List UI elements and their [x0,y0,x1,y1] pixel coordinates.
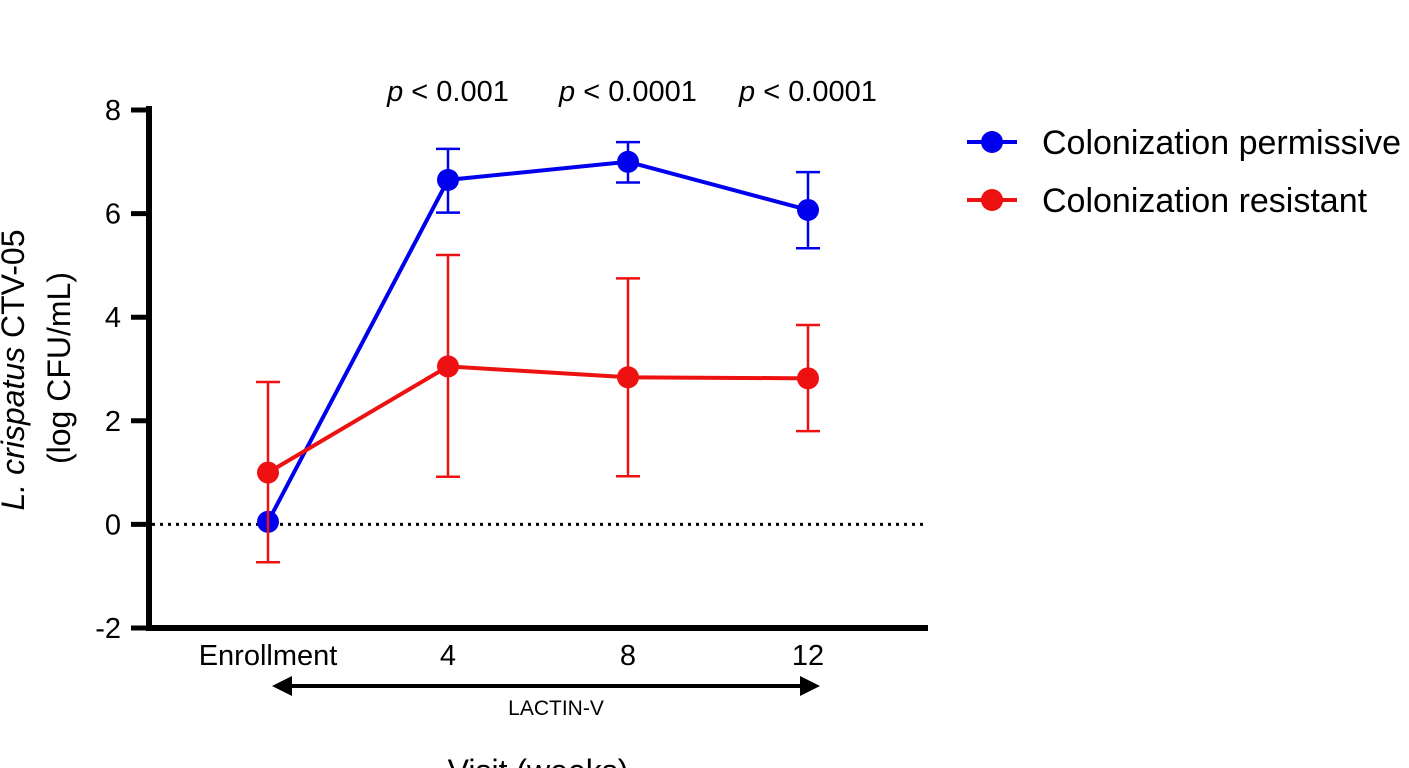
x-tick-label: 12 [792,640,824,672]
data-point [437,355,459,378]
data-point [257,461,279,484]
y-tick-label: 2 [105,406,121,438]
treatment-arrow: LACTIN-V [272,676,820,720]
legend-label: Colonization permissive [1042,124,1401,162]
y-tick-label: 4 [105,302,121,334]
treatment-arrow-left-head [272,676,292,696]
legend-label: Colonization resistant [1042,182,1368,220]
y-ticks: -2 0 2 4 6 8 [95,95,149,645]
series-resistant [256,253,820,564]
y-axis-title-line2: (log CFU/mL) [41,272,77,464]
series [256,140,820,564]
y-tick-label: 8 [105,95,121,127]
y-axis-title-italic: L. crispatus [0,347,31,511]
legend-swatch-marker [981,131,1003,153]
p-value-label: p < 0.0001 [558,76,697,108]
data-point [797,198,819,221]
data-point [617,366,639,389]
x-tick-label: Enrollment [199,640,338,672]
x-tick-label: 8 [620,640,636,672]
y-tick-label: -2 [95,613,121,645]
p-value-label: p < 0.001 [386,76,509,108]
legend-swatch-marker [981,189,1003,211]
y-axis-title-rest: CTV-05 [0,230,31,347]
treatment-arrow-right-head [800,676,820,696]
x-ticks: Enrollment 4 8 12 [199,640,824,672]
data-point [437,168,459,191]
axes [146,106,928,631]
legend: Colonization permissive Colonization resi… [967,124,1401,220]
y-axis-title: L. crispatus CTV-05 [0,230,31,511]
p-value-annotations: p < 0.001 p < 0.0001 p < 0.0001 [386,76,877,108]
x-tick-label: 4 [440,640,456,672]
legend-item: Colonization permissive [967,124,1401,162]
series-line [266,159,809,523]
series-line [266,364,809,475]
legend-item: Colonization resistant [967,182,1368,220]
p-value-label: p < 0.0001 [738,76,877,108]
y-tick-label: 6 [105,199,121,231]
y-tick-label: 0 [105,509,121,541]
x-axis-title: Visit (weeks) [448,753,629,768]
series-permissive [257,140,820,533]
treatment-label: LACTIN-V [508,697,604,720]
data-point [617,150,639,173]
data-point [797,367,819,390]
